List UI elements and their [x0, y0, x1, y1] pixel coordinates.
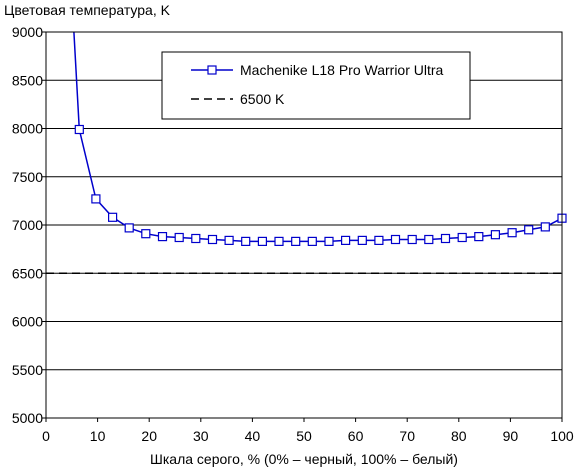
legend-label-6500k: 6500 K	[240, 91, 285, 107]
y-tick-label: 9000	[12, 24, 43, 40]
data-point	[440, 233, 451, 244]
data-point	[91, 194, 101, 204]
y-tick-label: 7000	[12, 217, 43, 233]
data-point	[191, 233, 201, 244]
legend-marker-machenike	[207, 65, 217, 75]
y-tick-label: 5500	[12, 362, 43, 378]
legend: Machenike L18 Pro Warrior Ultra 6500 K	[161, 51, 471, 120]
x-tick-label: 10	[90, 428, 106, 444]
y-axis-title: Цветовая температура, K	[4, 2, 171, 18]
data-point	[74, 124, 84, 135]
data-point	[341, 235, 351, 245]
x-tick-label: 60	[348, 428, 364, 444]
legend-box	[161, 51, 471, 120]
plot-frame	[45, 31, 563, 419]
data-point	[274, 236, 284, 246]
data-markers	[74, 124, 567, 246]
x-tick-label: 100	[550, 428, 574, 444]
data-point	[241, 236, 251, 246]
y-tick-label: 5000	[12, 410, 43, 426]
data-point	[490, 230, 500, 240]
y-axis-ticks: 5000 5500 6000 6500 7000 7500 8000 8500 9000	[12, 24, 46, 426]
data-point	[357, 235, 367, 245]
x-axis-title: Шкала серого, % (0% – черный, 100% – бел…	[150, 451, 458, 467]
y-tick-label: 8500	[12, 72, 43, 88]
y-tick-label: 6500	[12, 265, 43, 281]
y-tick-label: 6000	[12, 314, 43, 330]
x-tick-label: 50	[296, 428, 312, 444]
x-tick-label: 0	[42, 428, 50, 444]
legend-label-machenike: Machenike L18 Pro Warrior Ultra	[240, 62, 444, 78]
data-point	[307, 236, 317, 246]
data-point	[507, 228, 517, 238]
data-point	[141, 229, 151, 239]
data-point	[224, 235, 234, 245]
x-tick-label: 90	[503, 428, 519, 444]
data-point	[107, 212, 118, 222]
data-point	[524, 225, 534, 235]
data-point	[124, 223, 134, 233]
data-point	[457, 232, 467, 243]
x-tick-label: 80	[451, 428, 467, 444]
y-tick-label: 8000	[12, 121, 43, 137]
x-tick-label: 20	[141, 428, 157, 444]
data-point	[291, 236, 301, 246]
x-axis-ticks: 0 10 20 30 40 50 60 70 80 90 100	[42, 418, 574, 444]
x-tick-label: 70	[399, 428, 415, 444]
data-point	[474, 232, 484, 242]
data-point	[374, 235, 384, 245]
data-point	[407, 234, 417, 245]
data-point	[257, 236, 267, 246]
data-point	[424, 234, 434, 245]
data-point	[157, 232, 168, 242]
data-point	[390, 234, 401, 245]
data-point	[324, 236, 334, 246]
y-tick-label: 7500	[12, 169, 43, 185]
data-point	[174, 232, 184, 243]
x-tick-label: 40	[245, 428, 261, 444]
x-tick-label: 30	[193, 428, 209, 444]
data-point	[207, 234, 218, 245]
data-point	[540, 222, 550, 232]
